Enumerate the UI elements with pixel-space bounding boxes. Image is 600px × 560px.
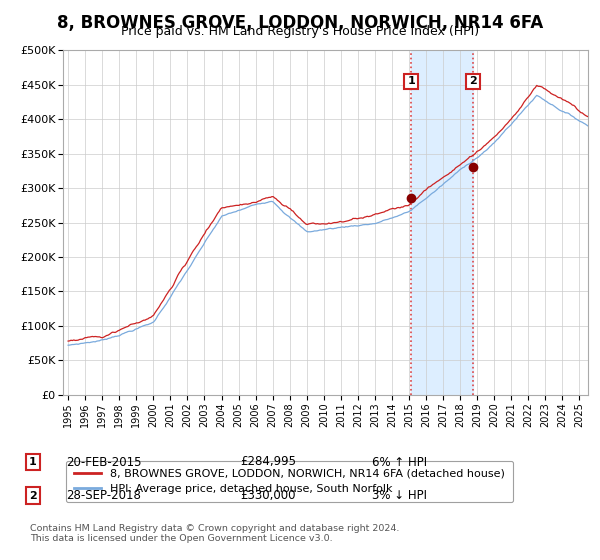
Text: £284,995: £284,995 <box>240 455 296 469</box>
Text: 1: 1 <box>29 457 37 467</box>
Text: Price paid vs. HM Land Registry's House Price Index (HPI): Price paid vs. HM Land Registry's House … <box>121 25 479 38</box>
Legend: 8, BROWNES GROVE, LODDON, NORWICH, NR14 6FA (detached house), HPI: Average price: 8, BROWNES GROVE, LODDON, NORWICH, NR14 … <box>66 461 513 502</box>
Text: 6% ↑ HPI: 6% ↑ HPI <box>372 455 427 469</box>
Text: 8, BROWNES GROVE, LODDON, NORWICH, NR14 6FA: 8, BROWNES GROVE, LODDON, NORWICH, NR14 … <box>57 14 543 32</box>
Text: 2: 2 <box>29 491 37 501</box>
Text: 20-FEB-2015: 20-FEB-2015 <box>66 455 142 469</box>
Text: 3% ↓ HPI: 3% ↓ HPI <box>372 489 427 502</box>
Bar <box>411 50 473 395</box>
Text: £330,000: £330,000 <box>240 489 296 502</box>
Text: 28-SEP-2018: 28-SEP-2018 <box>66 489 141 502</box>
Text: 1: 1 <box>407 76 415 86</box>
Text: 2: 2 <box>469 76 477 86</box>
Text: Contains HM Land Registry data © Crown copyright and database right 2024.
This d: Contains HM Land Registry data © Crown c… <box>30 524 400 543</box>
